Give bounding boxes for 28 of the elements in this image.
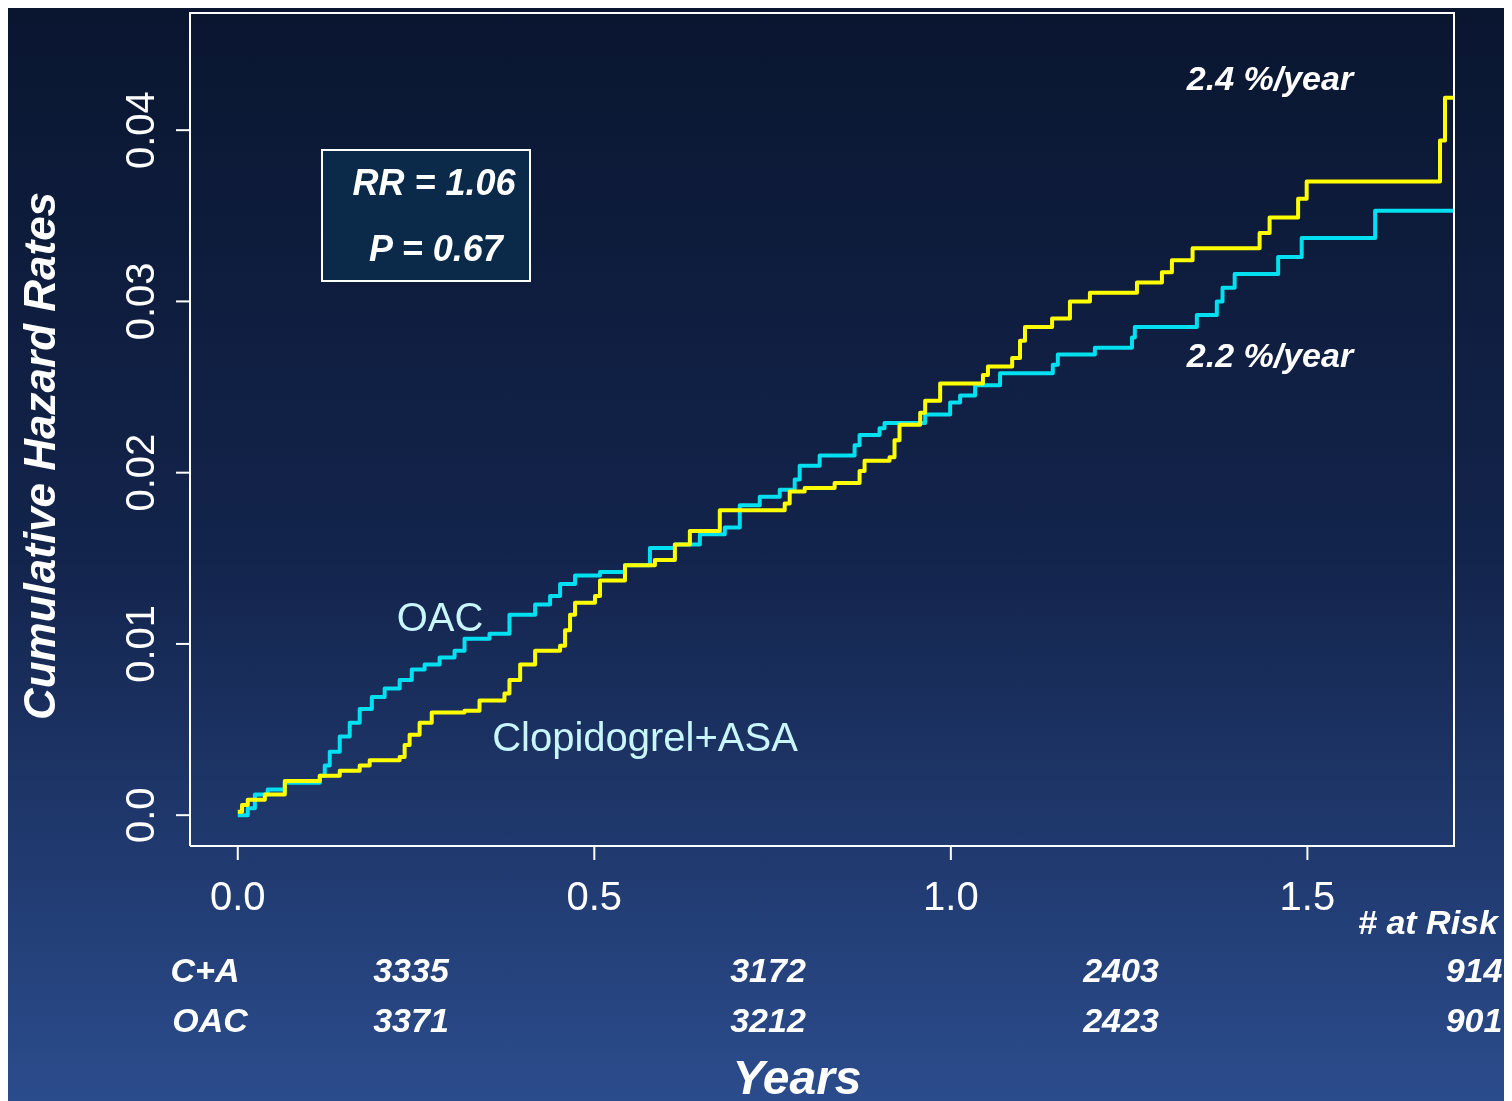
text: 3212 bbox=[730, 1001, 806, 1039]
text: C+A bbox=[170, 951, 240, 989]
text: # at Risk bbox=[1358, 903, 1498, 941]
x-tick-label: 1.0 bbox=[923, 874, 979, 918]
text: 3371 bbox=[373, 1001, 449, 1039]
y-tick-label: 0.04 bbox=[118, 91, 162, 170]
text: 2403 bbox=[1083, 951, 1159, 989]
y-tick-label: 0.01 bbox=[118, 604, 162, 683]
text: 3335 bbox=[373, 951, 449, 989]
annotation: 2.4 %/year bbox=[1186, 59, 1354, 97]
text: 2423 bbox=[1083, 1001, 1159, 1039]
annotation: P = 0.67 bbox=[369, 228, 503, 269]
x-tick-label: 0.0 bbox=[209, 874, 266, 918]
annotation: RR = 1.06 bbox=[352, 162, 516, 203]
annotation: 2.2 %/year bbox=[1186, 336, 1354, 374]
x-tick-label: 1.5 bbox=[1279, 874, 1336, 918]
text: 914 bbox=[1445, 951, 1503, 989]
y-axis-title: Cumulative Hazard Rates bbox=[15, 191, 64, 721]
y-tick-label: 0.03 bbox=[118, 262, 162, 341]
series-label: OAC bbox=[396, 595, 484, 639]
series-label: Clopidogrel+ASA bbox=[492, 715, 798, 759]
text: 901 bbox=[1445, 1001, 1503, 1039]
x-tick-label: 0.5 bbox=[566, 874, 623, 918]
text: OAC bbox=[172, 1001, 248, 1039]
x-axis-title: Years bbox=[732, 1051, 862, 1101]
y-tick-label: 0.02 bbox=[118, 433, 162, 512]
y-tick-label: 0.0 bbox=[118, 787, 162, 843]
text: 3172 bbox=[730, 951, 806, 989]
